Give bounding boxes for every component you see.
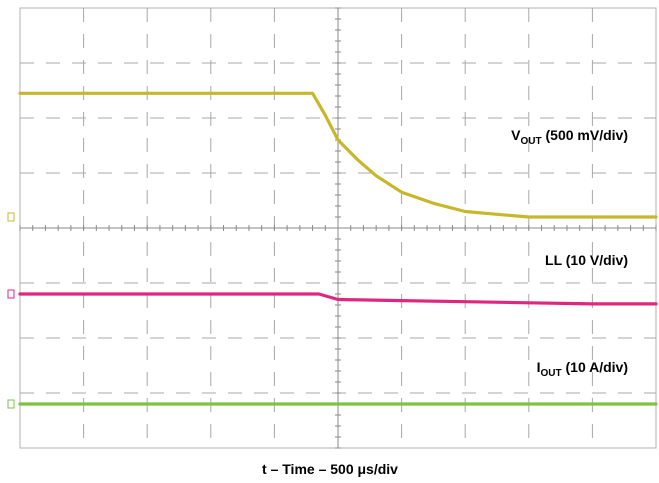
channel-markers bbox=[7, 212, 15, 409]
iout-channel-marker bbox=[7, 399, 15, 409]
vout-channel-marker bbox=[7, 212, 15, 222]
ll-channel-marker bbox=[7, 289, 15, 299]
traces bbox=[18, 91, 658, 406]
grid bbox=[19, 7, 657, 449]
x-axis-label: t – Time – 500 μs/div bbox=[262, 461, 398, 477]
vout-trace bbox=[18, 91, 658, 219]
vout-label: VOUT (500 mV/div) bbox=[511, 127, 628, 147]
ll-label: LL (10 V/div) bbox=[545, 252, 628, 268]
iout-label: IOUT (10 A/div) bbox=[537, 359, 628, 379]
ll-trace bbox=[18, 292, 658, 306]
